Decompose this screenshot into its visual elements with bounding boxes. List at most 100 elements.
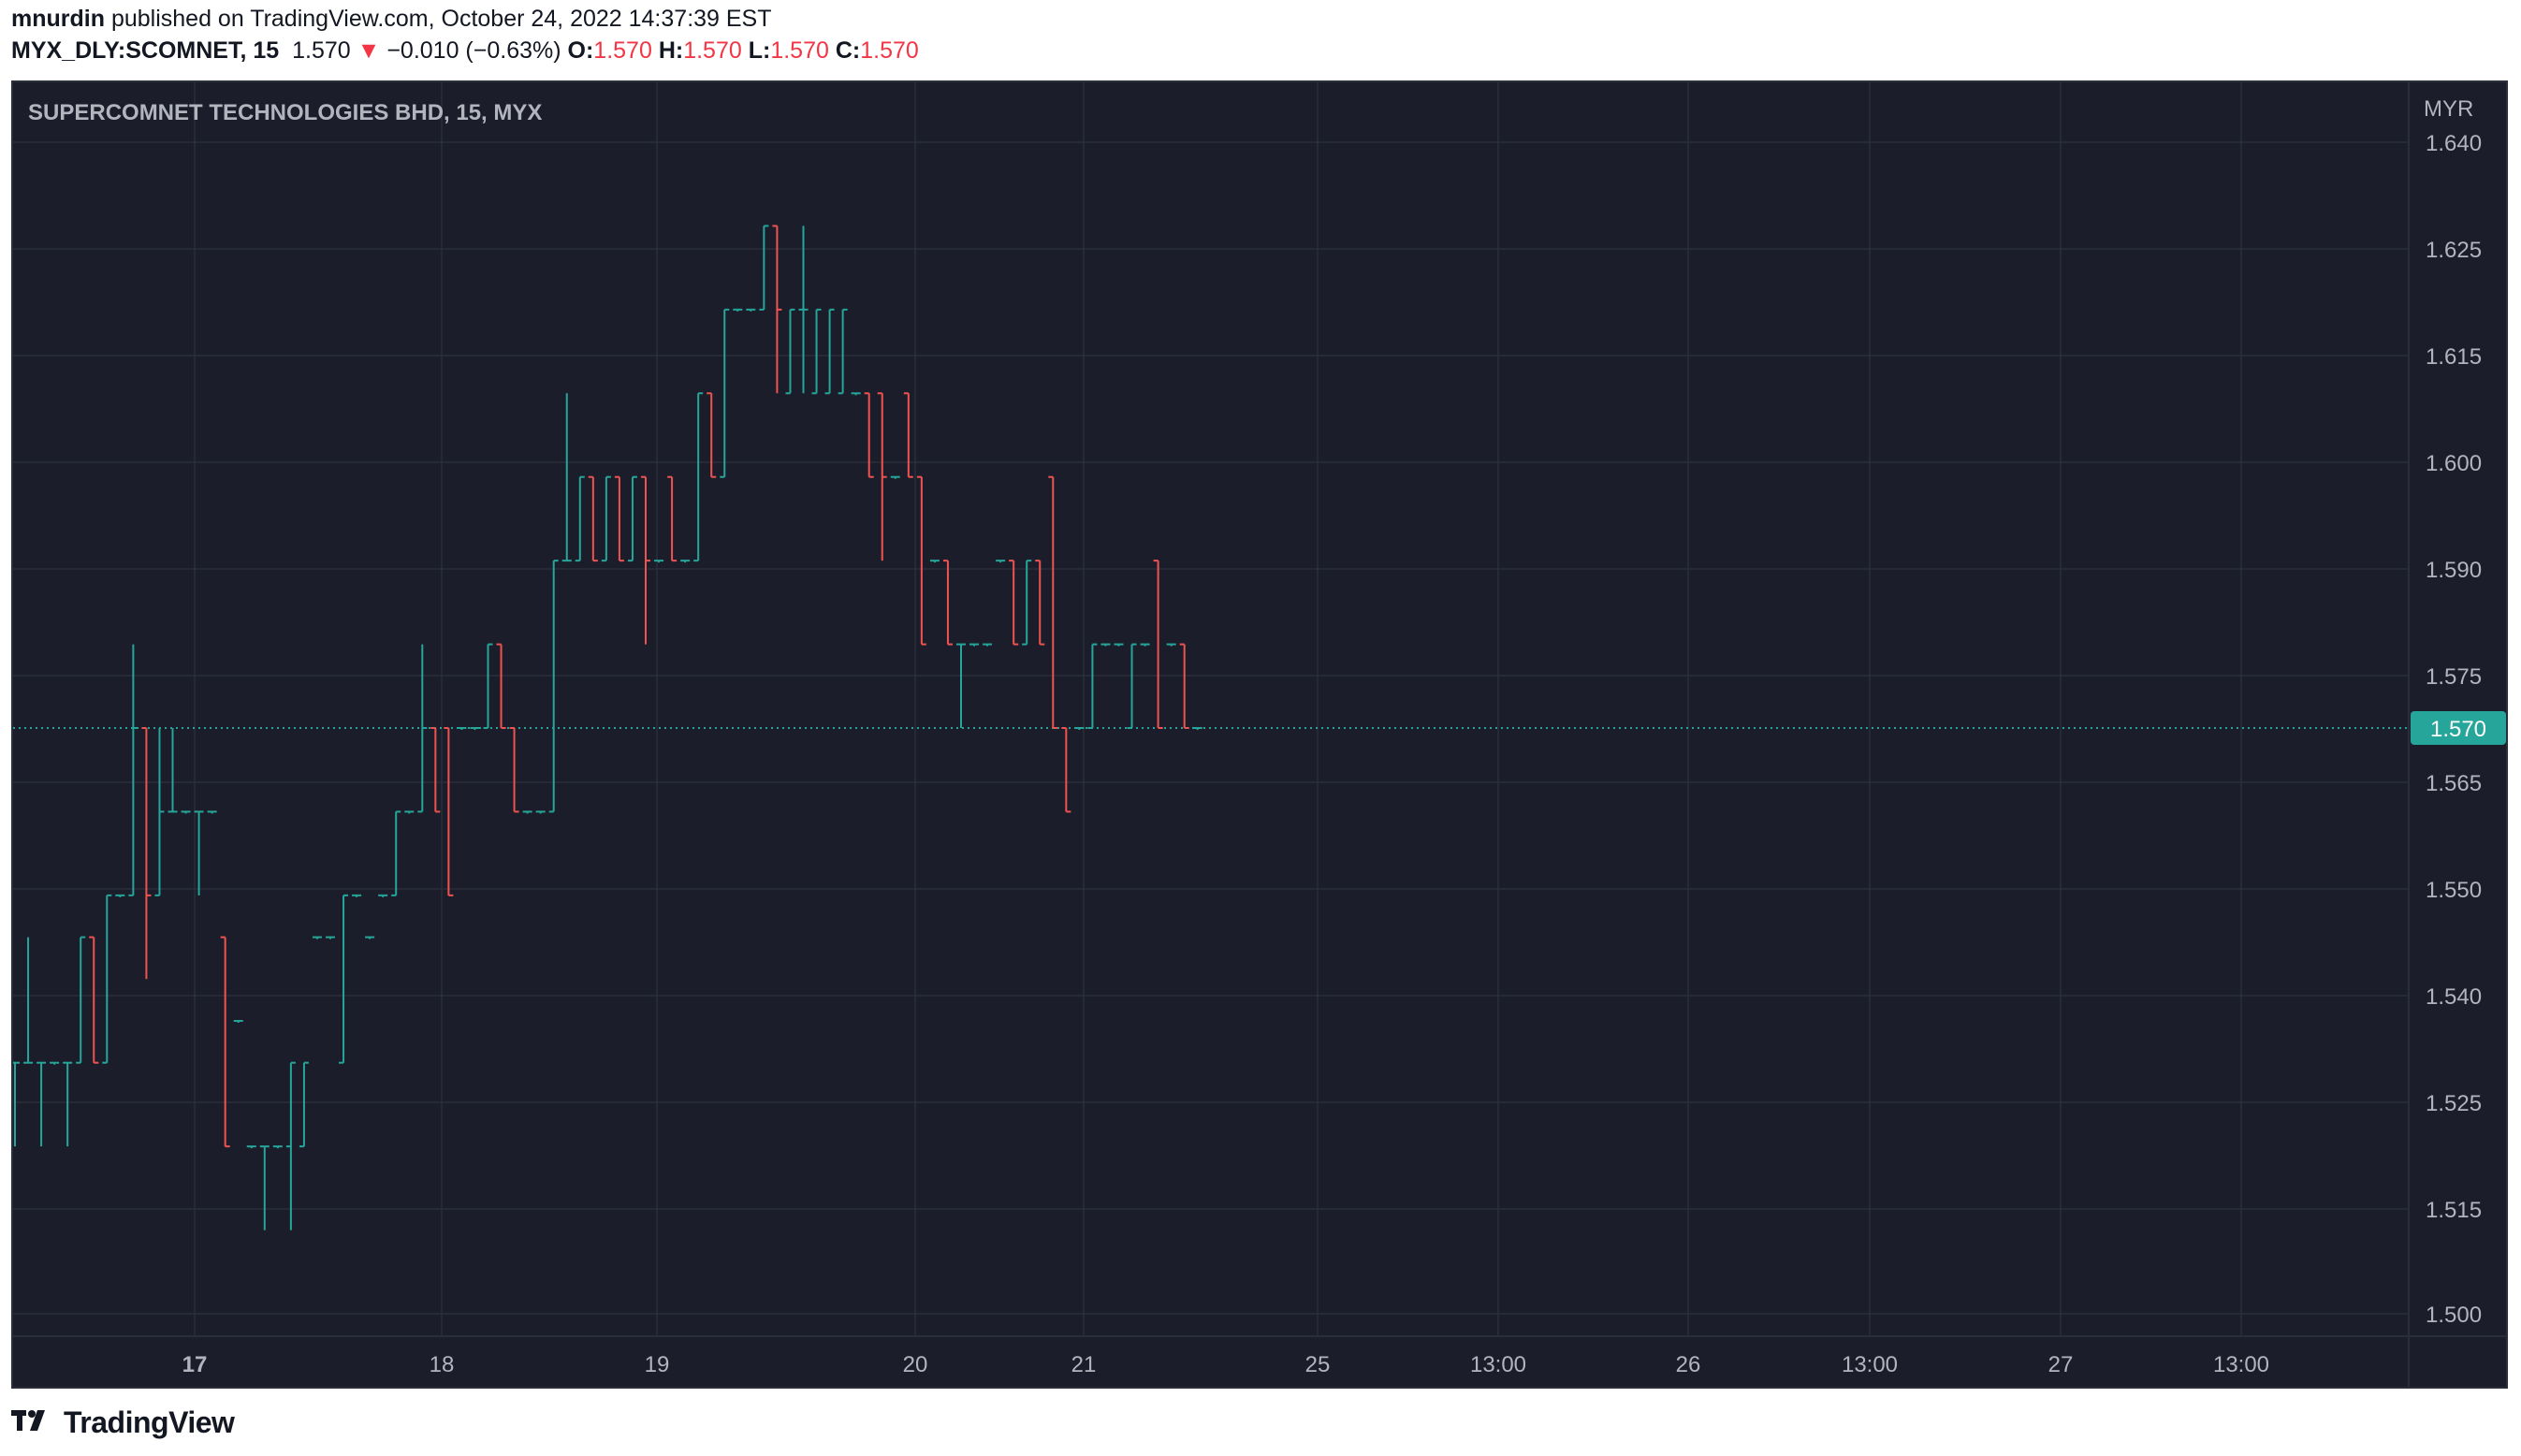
ohlc-bar <box>1114 643 1124 647</box>
ohlc-bar <box>641 475 650 645</box>
ohlc-bar <box>667 475 678 562</box>
price-tick-label: 1.575 <box>2426 664 2482 690</box>
ohlc-bar <box>561 393 572 562</box>
ohlc-close-label: C: <box>835 37 861 64</box>
ohlc-bar <box>430 727 441 813</box>
ohlc-bar <box>483 643 493 729</box>
ohlc-bar <box>352 894 362 897</box>
price-tick-label: 1.550 <box>2426 878 2482 903</box>
ohlc-bar <box>916 475 926 646</box>
symbol-info-bar: MYX_DLY:SCOMNET, 15 1.570 ▼ −0.010 (−0.6… <box>11 37 919 65</box>
ohlc-bar <box>233 1020 243 1023</box>
price-tick-label: 1.525 <box>2426 1091 2482 1116</box>
ohlc-bar <box>983 643 993 647</box>
price-tick-label: 1.600 <box>2426 451 2482 476</box>
ohlc-open-label: O: <box>567 37 594 64</box>
ohlc-bar <box>1100 643 1111 647</box>
ohlc-bar <box>680 560 691 563</box>
ohlc-bar <box>1127 643 1137 729</box>
ohlc-bar <box>588 475 598 562</box>
ohlc-bar <box>102 894 112 1064</box>
ohlc-bar <box>36 1061 47 1147</box>
ohlc-bar <box>154 728 165 896</box>
ohlc-bar <box>969 643 980 647</box>
ohlc-bar <box>207 810 217 814</box>
time-tick-label: 13:00 <box>1470 1352 1526 1377</box>
price-tick-label: 1.500 <box>2426 1303 2482 1328</box>
ohlc-bar <box>1009 560 1019 646</box>
ohlc-bar <box>996 560 1006 563</box>
ohlc-bar <box>548 560 559 813</box>
ohlc-bar <box>1140 643 1150 647</box>
price-tick-label: 1.590 <box>2426 558 2482 583</box>
ohlc-high-label: H: <box>658 37 684 64</box>
ohlc-bar <box>654 560 664 563</box>
ohlc-bar <box>1061 727 1071 813</box>
ohlc-bar <box>220 936 230 1148</box>
last-price-axis-label: 1.570 <box>2430 717 2486 742</box>
price-axis[interactable]: 1.640 1.625 1.615 1.600 1.590 1.575 1.565 1.550… <box>2426 131 2482 1328</box>
author-name[interactable]: mnurdin <box>11 6 105 32</box>
ohlc-bars <box>10 225 1202 1230</box>
ohlc-bar <box>720 308 730 478</box>
time-tick-label: 21 <box>1071 1352 1097 1377</box>
time-tick-label: 20 <box>903 1352 928 1377</box>
ohlc-bar <box>115 894 125 897</box>
ohlc-bar <box>614 475 624 562</box>
ohlc-bar <box>89 936 99 1064</box>
price-tick-label: 1.515 <box>2426 1198 2482 1223</box>
ohlc-low-value: 1.570 <box>770 37 829 64</box>
ohlc-bar <box>272 1145 283 1149</box>
ohlc-bar <box>956 643 966 728</box>
chart-grid <box>13 82 2409 1336</box>
ohlc-bar <box>285 1061 296 1230</box>
ohlc-bar <box>1035 560 1045 646</box>
ohlc-bar <box>194 810 204 895</box>
chart-title: SUPERCOMNET TECHNOLOGIES BHD, 15, MYX <box>28 100 542 125</box>
ohlc-bar <box>312 936 322 939</box>
ohlc-bar <box>601 475 611 562</box>
price-change: −0.010 (−0.63%) <box>386 37 561 64</box>
ohlc-bar <box>470 727 480 730</box>
ohlc-bar <box>707 392 717 478</box>
ohlc-bar <box>1192 727 1202 730</box>
ohlc-bar <box>141 727 152 980</box>
ohlc-bar <box>864 392 874 478</box>
time-axis[interactable]: 17 18 19 20 21 25 13:00 26 13:00 27 13:00 <box>182 1352 2269 1377</box>
currency-label: MYR <box>2424 96 2473 122</box>
ohlc-bar <box>391 810 401 896</box>
time-tick-label: 13:00 <box>1842 1352 1898 1377</box>
ohlc-bar <box>877 392 887 561</box>
chart-frame[interactable]: SUPERCOMNET TECHNOLOGIES BHD, 15, MYX MY… <box>10 80 2508 1389</box>
brand-name: TradingView <box>64 1405 235 1439</box>
ohlc-bar <box>535 810 546 814</box>
last-price: 1.570 <box>292 37 351 64</box>
time-tick-label: 26 <box>1676 1352 1701 1377</box>
time-tick-label: 18 <box>430 1352 455 1377</box>
ohlc-bar <box>575 475 585 562</box>
footer-branding: TradingView <box>11 1404 235 1441</box>
ohlc-bar <box>417 644 428 813</box>
ohlc-bar <box>824 308 835 395</box>
ohlc-bar <box>10 1061 20 1147</box>
price-chart[interactable]: SUPERCOMNET TECHNOLOGIES BHD, 15, MYX MY… <box>10 82 2506 1387</box>
price-tick-label: 1.625 <box>2426 238 2482 263</box>
price-tick-label: 1.615 <box>2426 344 2482 370</box>
ohlc-bar <box>929 560 940 563</box>
time-tick-label: 27 <box>2048 1352 2074 1377</box>
ohlc-bar <box>299 1061 309 1148</box>
ohlc-bar <box>851 392 861 396</box>
ohlc-bar <box>1087 643 1098 729</box>
ohlc-bar <box>627 475 637 562</box>
ohlc-bar <box>496 643 506 729</box>
ohlc-bar <box>444 727 454 896</box>
ohlc-bar <box>378 894 388 897</box>
ohlc-bar <box>1179 643 1189 729</box>
ohlc-open-value: 1.570 <box>593 37 652 64</box>
publish-info: mnurdin published on TradingView.com, Oc… <box>11 6 772 33</box>
ohlc-bar <box>181 810 191 814</box>
ohlc-bar <box>63 1061 73 1147</box>
change-down-icon: ▼ <box>357 37 381 64</box>
ohlc-high-value: 1.570 <box>683 37 742 64</box>
ohlc-low-label: L: <box>748 37 771 64</box>
